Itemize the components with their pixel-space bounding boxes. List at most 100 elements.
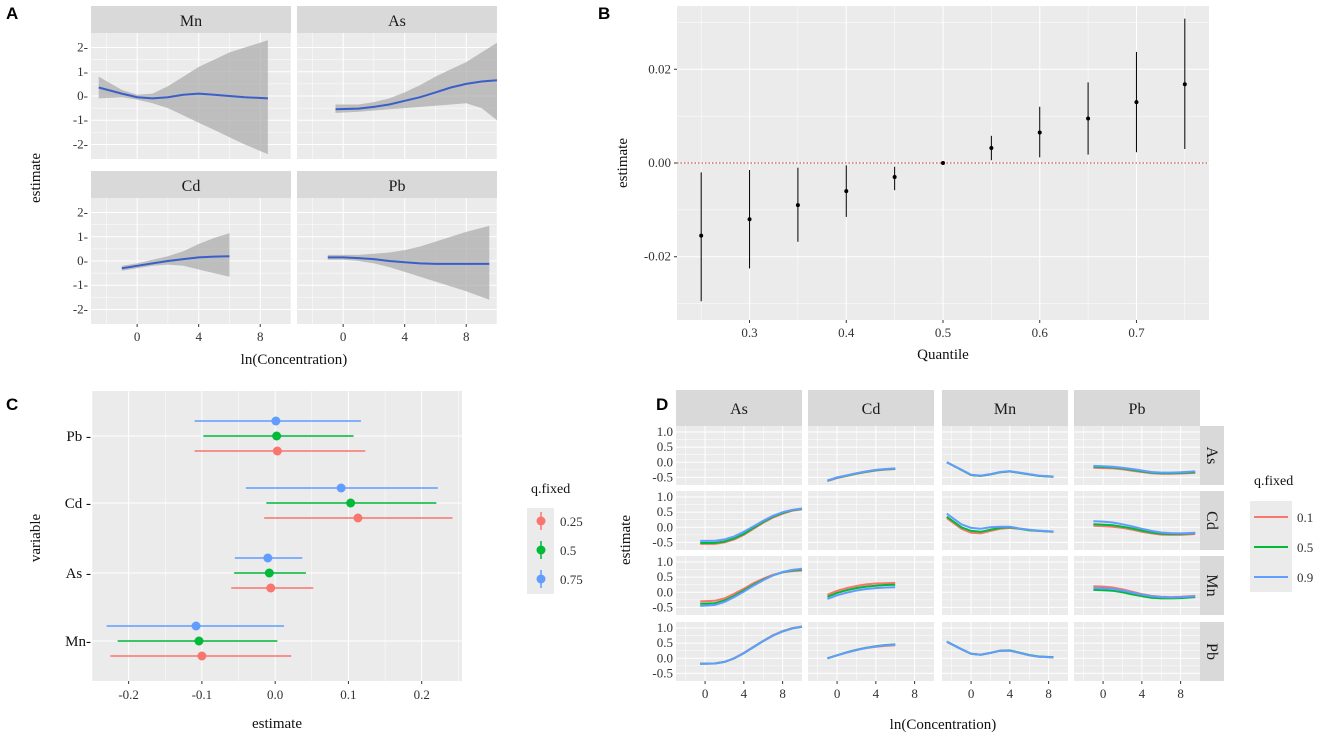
point-estimate bbox=[795, 203, 800, 208]
col-strip-pb bbox=[1074, 390, 1200, 426]
x-tick-label: 0.6 bbox=[1032, 325, 1049, 340]
row-strip-label-as: As bbox=[1203, 447, 1220, 465]
panel-label-a: A bbox=[6, 4, 18, 23]
curve-cd-mn-q0.9 bbox=[946, 512, 1054, 533]
y-axis-label: estimate bbox=[618, 515, 634, 565]
point-as bbox=[264, 568, 274, 578]
y-tick-label: 0.0 bbox=[657, 454, 673, 469]
y-tick-label: 2- bbox=[77, 205, 88, 220]
point-estimate bbox=[1086, 116, 1091, 121]
x-tick-label: 0.5 bbox=[935, 325, 951, 340]
x-tick-label: 0.1 bbox=[340, 687, 356, 702]
y-tick-label: 1- bbox=[77, 229, 88, 244]
point-cd bbox=[346, 498, 356, 508]
x-axis-label: Quantile bbox=[917, 347, 969, 363]
x-tick-label: 8 bbox=[257, 329, 264, 344]
x-tick-label: 0 bbox=[702, 686, 709, 701]
col-strip-label-as: As bbox=[730, 401, 748, 418]
y-tick-label: 1.0 bbox=[657, 554, 673, 569]
legend-q-fixed: q.fixed 0.1 0.5 0.9 bbox=[1250, 474, 1313, 592]
y-axis-label: variable bbox=[28, 514, 44, 563]
facet-title-cd: Cd bbox=[182, 178, 201, 195]
y-tick-label: 0.5 bbox=[657, 569, 673, 584]
row-strip-mn bbox=[1200, 556, 1224, 615]
smooth-curve-as bbox=[335, 79, 498, 111]
col-strip-label-cd: Cd bbox=[862, 401, 881, 418]
panel-label-d: D bbox=[656, 395, 668, 414]
grid-cell-mn-as bbox=[676, 556, 802, 615]
legend-key-point bbox=[536, 516, 546, 526]
panel-d-interaction-grid: As Cd Mn PbAsCdMnPb1.00.50.0-0.51.00.50.0-0… bbox=[618, 390, 1313, 733]
y-tick-label: -0.5 bbox=[652, 534, 673, 549]
y-tick-label: 0.5 bbox=[657, 635, 673, 650]
curve-as-mn-q0.9 bbox=[946, 461, 1054, 478]
point-estimate bbox=[844, 189, 849, 194]
confidence-band-as bbox=[335, 42, 497, 121]
grid-cell-cd-mn bbox=[942, 491, 1068, 550]
grid-cell-cd-cd bbox=[808, 491, 934, 550]
panel-c-variable-estimates: Pb - Cd - As - Mn- -0.2 -0.1 0.0 0.1 0.2 estimate… bbox=[28, 391, 583, 732]
x-tick-label: 0.3 bbox=[741, 325, 757, 340]
x-tick-label: 8 bbox=[1045, 686, 1052, 701]
x-tick-label: -0.2 bbox=[118, 687, 139, 702]
point-estimate bbox=[892, 175, 897, 180]
x-tick-label: 4 bbox=[195, 329, 202, 344]
legend-q-fixed: q.fixed 0.25 0.5 0.75 bbox=[527, 482, 583, 594]
x-axis-label: ln(Concentration) bbox=[241, 352, 348, 368]
point-estimate bbox=[941, 161, 945, 165]
confidence-band-cd bbox=[121, 233, 230, 277]
row-strip-pb bbox=[1200, 622, 1224, 681]
legend-key-point bbox=[536, 574, 546, 584]
col-strip-label-pb: Pb bbox=[1129, 401, 1146, 418]
y-tick-label: 0.0 bbox=[657, 584, 673, 599]
y-tick-label: 1.0 bbox=[657, 424, 673, 439]
y-tick-label: -0.5 bbox=[652, 599, 673, 614]
x-tick-label: 8 bbox=[911, 686, 918, 701]
x-tick-label: 0 bbox=[968, 686, 975, 701]
point-estimate bbox=[1182, 82, 1187, 87]
x-tick-label: 0 bbox=[134, 329, 141, 344]
facet-strip-as bbox=[297, 6, 497, 33]
smooth-curve-mn bbox=[98, 86, 268, 100]
grid-cell-cd-as bbox=[676, 491, 802, 550]
panel-a-facet-smooth-plots: Mn 2- 1- 0- -1- -2- As Cd 2- 1- 0- -1- -2- 0 4 8 Pb 0 4 8 ln… bbox=[28, 6, 498, 368]
row-strip-label-mn: Mn bbox=[1203, 574, 1220, 596]
grid-cell-mn-mn bbox=[942, 556, 1068, 615]
x-tick-label: 4 bbox=[401, 329, 408, 344]
y-tick-label: -0.5 bbox=[652, 665, 673, 680]
y-axis-label: estimate bbox=[28, 153, 44, 203]
y-tick-label: -1- bbox=[73, 112, 88, 127]
legend-key-point bbox=[536, 545, 546, 555]
y-tick-label: -1- bbox=[73, 277, 88, 292]
grid-cell-pb-pb bbox=[1074, 622, 1200, 681]
y-tick-label: 1- bbox=[77, 64, 88, 79]
row-strip-cd bbox=[1200, 491, 1224, 550]
legend-title: q.fixed bbox=[1254, 474, 1293, 489]
y-tick-label: -0.5 bbox=[652, 469, 673, 484]
x-tick-label: 8 bbox=[463, 329, 470, 344]
point-pb bbox=[272, 431, 282, 441]
x-tick-label: 0.4 bbox=[838, 325, 855, 340]
point-pb bbox=[271, 416, 281, 426]
point-mn bbox=[197, 651, 207, 661]
y-tick-label: 0.5 bbox=[657, 439, 673, 454]
y-tick-label: 1.0 bbox=[657, 489, 673, 504]
legend-label: 0.9 bbox=[1297, 570, 1313, 585]
panel-b-quantile-estimates: 0.02 0.00 -0.02 0.3 0.4 0.5 0.6 0.7 Quantile esti… bbox=[615, 6, 1209, 363]
x-tick-label: 8 bbox=[779, 686, 786, 701]
y-tick-label: -2- bbox=[73, 301, 88, 316]
x-tick-label: 4 bbox=[1007, 686, 1014, 701]
curve-mn-as-q0.9 bbox=[700, 567, 803, 607]
point-estimate bbox=[989, 146, 994, 151]
smooth-curve-pb bbox=[327, 256, 490, 265]
y-tick-label: Cd - bbox=[65, 496, 91, 512]
y-tick-label: As - bbox=[66, 566, 91, 582]
curve-as-cd-q0.9 bbox=[827, 467, 896, 482]
y-tick-label: 0.5 bbox=[657, 504, 673, 519]
y-tick-label: 0- bbox=[77, 88, 88, 103]
curve-pb-cd-q0.9 bbox=[827, 643, 896, 660]
y-tick-label: 2- bbox=[77, 40, 88, 55]
col-strip-cd bbox=[808, 390, 934, 426]
point-mn bbox=[191, 621, 201, 631]
curve-pb-mn-q0.9 bbox=[946, 640, 1054, 659]
